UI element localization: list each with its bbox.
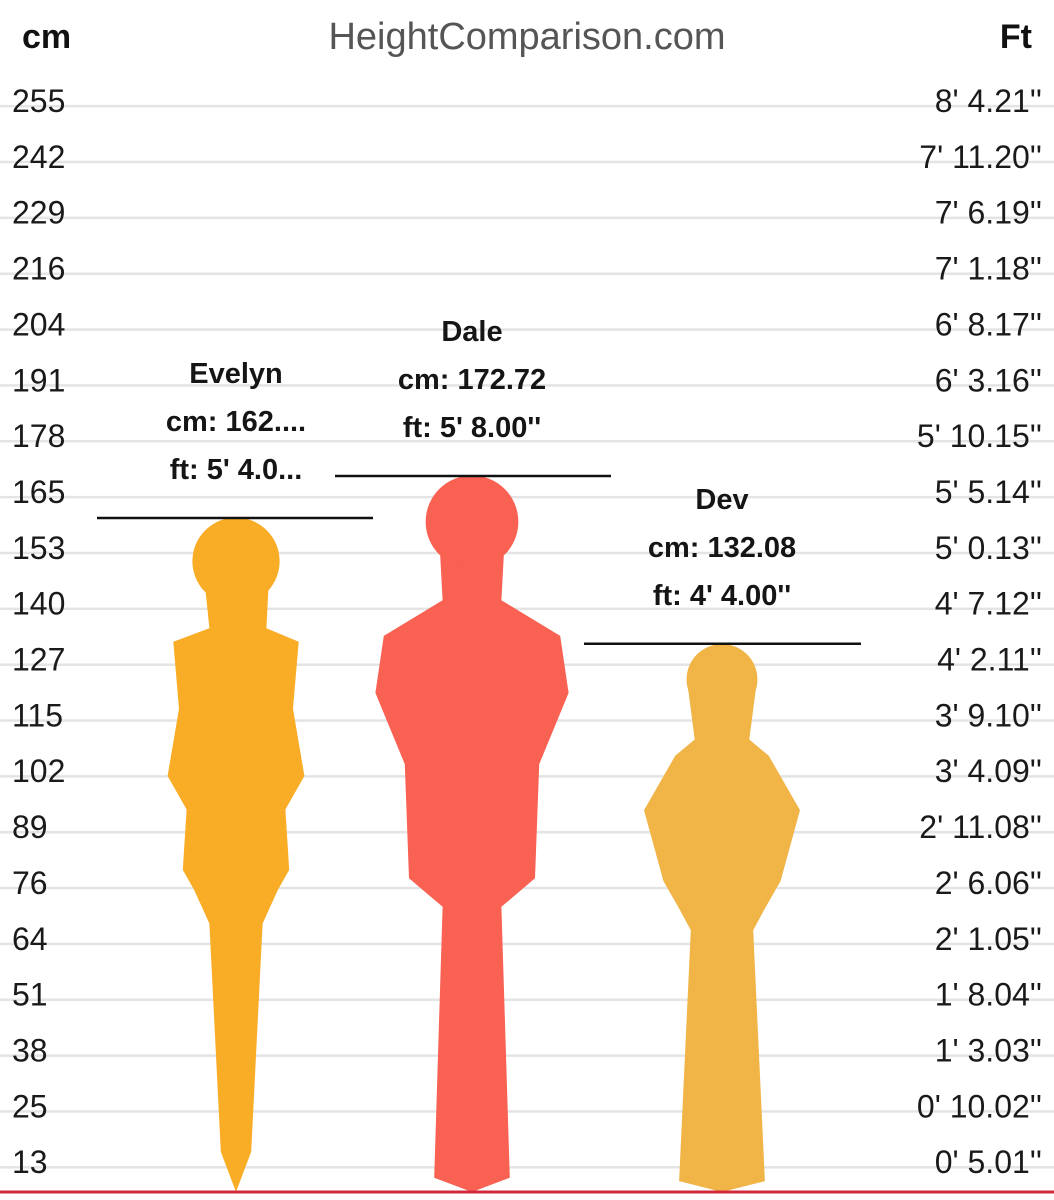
cm-tick-label: 140: [12, 586, 65, 622]
figure-dale: [375, 479, 569, 1192]
ft-tick-label: 1' 3.03'': [935, 1032, 1042, 1068]
cm-tick-label: 102: [12, 753, 65, 789]
cm-tick-label: 178: [12, 418, 65, 454]
axis-ticks: 255 8' 4.21'' 242 7' 11.20'' 229 7' 6.19'' 216…: [12, 83, 1042, 1180]
person-cm-label: cm: 162....: [166, 406, 306, 438]
person-cm-label: cm: 132.08: [648, 532, 796, 564]
person-ft-label: ft: 5' 4.0...: [170, 454, 303, 486]
ft-tick-label: 6' 3.16'': [935, 362, 1042, 398]
cm-tick-label: 165: [12, 474, 65, 510]
ft-tick-label: 5' 10.15'': [917, 418, 1042, 454]
person-name: Dale: [441, 316, 502, 348]
figure-evelyn: [167, 521, 305, 1192]
cm-tick-label: 76: [12, 865, 48, 901]
ft-tick-label: 2' 1.05'': [935, 921, 1042, 957]
cm-tick-label: 25: [12, 1088, 48, 1124]
ft-tick-label: 4' 2.11'': [937, 642, 1042, 678]
cm-tick-label: 127: [12, 642, 65, 678]
ft-tick-label: 6' 8.17'': [935, 306, 1042, 342]
cm-tick-label: 51: [12, 977, 48, 1013]
figure-dev: [644, 646, 800, 1192]
person-labels: Evelyn cm: 162.... ft: 5' 4.0... Dale cm: 17…: [97, 316, 861, 646]
ft-tick-label: 4' 7.12'': [935, 586, 1042, 622]
gridline: [0, 607, 1054, 611]
cm-tick-label: 255: [12, 83, 65, 119]
ft-tick-label: 7' 6.19'': [935, 195, 1042, 231]
ft-tick-label: 7' 11.20'': [919, 139, 1042, 175]
ft-tick-label: 2' 6.06'': [935, 865, 1042, 901]
gridline: [0, 998, 1054, 1002]
gridline: [0, 272, 1054, 275]
gridline: [0, 1054, 1054, 1057]
gridline: [0, 328, 1054, 331]
gridline: [0, 551, 1054, 555]
ft-unit-header: Ft: [999, 18, 1032, 56]
cm-tick-label: 153: [12, 530, 65, 566]
ft-tick-label: 0' 5.01'': [935, 1144, 1042, 1180]
gridline: [0, 160, 1054, 164]
gridline: [0, 1166, 1054, 1169]
cm-tick-label: 191: [12, 362, 65, 398]
gridline: [0, 942, 1054, 946]
person-ft-label: ft: 5' 8.00'': [403, 412, 541, 444]
cm-tick-label: 13: [12, 1144, 48, 1180]
cm-tick-label: 38: [12, 1032, 48, 1068]
person-name: Evelyn: [189, 358, 283, 390]
gridline: [0, 104, 1054, 108]
figures: [167, 475, 800, 1192]
cm-tick-label: 89: [12, 809, 48, 845]
cm-tick-label: 216: [12, 251, 65, 287]
gridline: [0, 440, 1054, 443]
cm-tick-label: 229: [12, 195, 65, 231]
gridline: [0, 1110, 1054, 1113]
ft-tick-label: 3' 9.10'': [935, 697, 1042, 733]
person-name: Dev: [695, 484, 748, 516]
cm-tick-label: 242: [12, 139, 65, 175]
ft-tick-label: 5' 5.14'': [935, 474, 1042, 510]
gridline: [0, 886, 1054, 890]
ft-tick-label: 7' 1.18'': [935, 251, 1042, 287]
cm-tick-label: 204: [12, 306, 65, 342]
ft-tick-label: 5' 0.13'': [935, 530, 1042, 566]
cm-unit-header: cm: [22, 18, 72, 56]
ft-tick-label: 0' 10.02'': [917, 1088, 1042, 1124]
cm-tick-label: 115: [12, 697, 63, 733]
head-dev: [686, 644, 758, 715]
head-dale: [425, 475, 519, 569]
gridline: [0, 384, 1054, 387]
head-evelyn: [192, 517, 280, 605]
cm-tick-label: 64: [12, 921, 48, 957]
ft-tick-label: 1' 8.04'': [935, 977, 1042, 1013]
ft-tick-label: 2' 11.08'': [919, 809, 1042, 845]
site-title: HeightComparison.com: [328, 16, 726, 58]
gridline: [0, 495, 1054, 499]
person-ft-label: ft: 4' 4.00'': [653, 580, 791, 612]
ft-tick-label: 3' 4.09'': [935, 753, 1042, 789]
ft-tick-label: 8' 4.21'': [935, 83, 1042, 119]
person-cm-label: cm: 172.72: [398, 364, 546, 396]
gridline: [0, 216, 1054, 220]
